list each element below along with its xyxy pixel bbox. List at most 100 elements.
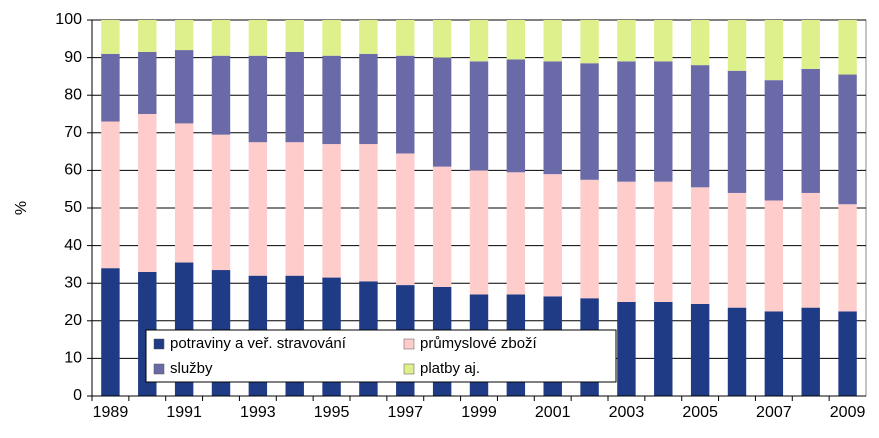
x-tick-label: 2007 [756,404,792,421]
bar-segment [506,20,526,60]
bar-segment [101,53,120,122]
y-tick-label: 100 [55,11,82,28]
bar-segment [322,55,341,145]
x-tick-label: 2001 [535,404,571,421]
bar-segment [248,142,268,276]
bar-segment [396,55,415,154]
bar-segment [432,20,452,58]
legend-label: průmyslové zboží [420,335,538,352]
y-tick-label: 30 [64,274,82,291]
bar-segment [101,121,120,269]
bar-segment [690,303,710,396]
bar-segment [138,114,157,272]
bar-segment [174,123,194,263]
bar-segment [506,172,526,295]
bar-segment [727,70,747,193]
bar-segment [543,61,562,175]
bar-segment [654,61,673,182]
legend-swatch [153,363,165,375]
bar-segment [138,20,157,52]
bar-segment [285,20,304,52]
bar-segment [617,61,636,182]
bar-segment [101,268,120,396]
bar-segment [764,80,784,201]
x-tick-label: 1999 [461,404,497,421]
y-tick-label: 70 [64,124,82,141]
y-tick-label: 20 [64,312,82,329]
bar-segment [432,57,452,167]
bar-segment [174,50,194,124]
bar-segment [469,61,489,171]
bar-segment [727,192,747,308]
bar-segment [359,20,378,54]
bar-segment [469,20,489,62]
bar-segment [469,170,489,295]
bar-segment [248,20,268,56]
legend-label: služby [170,360,213,377]
bar-segment [396,153,415,286]
bar-segment [174,20,194,51]
bar-segment [543,20,562,62]
bar-segment [617,20,636,62]
x-tick-label: 2003 [609,404,645,421]
legend-box [145,329,617,383]
bar-segment [580,179,599,299]
bar-segment [838,204,857,312]
legend-label: potraviny a veř. stravování [170,335,347,352]
bar-segment [654,20,673,62]
bar-segment [801,20,820,69]
bar-segment [617,181,636,302]
bar-segment [838,74,857,205]
bar-segment [322,20,341,56]
x-tick-label: 1995 [314,404,350,421]
x-tick-label: 2005 [682,404,718,421]
y-tick-label: 60 [64,162,82,179]
legend-label: platby aj. [420,360,480,377]
legend-swatch [403,338,415,350]
bar-segment [580,63,599,180]
bar-segment [211,134,231,271]
bar-segment [138,51,157,114]
x-tick-label: 1997 [387,404,423,421]
y-tick-label: 40 [64,237,82,254]
bar-segment [322,144,341,278]
y-tick-label: 10 [64,350,82,367]
bar-segment [359,144,378,282]
legend-swatch [153,338,165,350]
bar-segment [211,20,231,56]
y-tick-label: 50 [64,199,82,216]
bar-segment [101,20,120,54]
bar-segment [690,187,710,304]
legend-swatch [403,363,415,375]
bar-segment [764,311,784,396]
bar-segment [727,20,747,71]
bar-segment [580,20,599,64]
legend: potraviny a veř. stravování průmyslové zb… [145,329,617,383]
bar-segment [838,20,857,75]
bar-segment [801,192,820,308]
bar-segment [396,20,415,56]
y-tick-label: 80 [64,86,82,103]
bar-segment [838,311,857,396]
bar-segment [543,174,562,297]
bar-segment [248,55,268,143]
y-tick-label: 0 [73,387,82,404]
bar-segment [654,302,673,396]
bar-segment [764,20,784,81]
bar-segment [211,55,231,135]
x-tick-label: 1989 [93,404,129,421]
bar-segment [801,68,820,193]
x-tick-label: 1991 [166,404,202,421]
bar-segment [285,51,304,143]
bar-segment [359,53,378,145]
bar-segment [506,59,526,173]
bar-segment [690,65,710,188]
bar-segment [764,200,784,312]
bar-segment [432,166,452,287]
x-tick-label: 1993 [240,404,276,421]
bar-segment [690,20,710,66]
bar-segment [654,181,673,302]
bar-segment [801,307,820,396]
y-axis-label: % [13,201,30,215]
